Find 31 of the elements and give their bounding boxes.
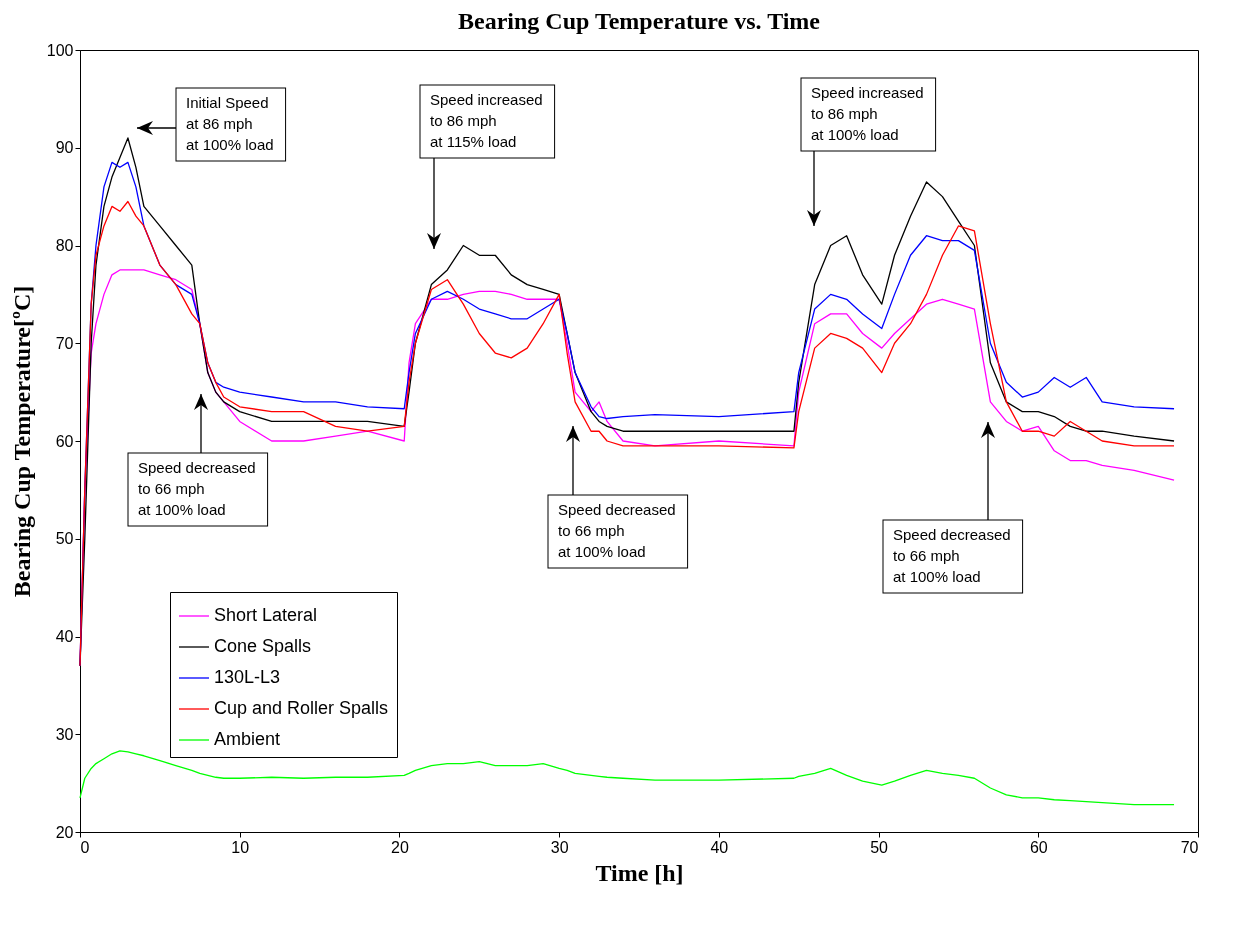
legend-label: Cone Spalls: [214, 636, 312, 656]
annotation: Speed increased to 86 mph at 115% load: [430, 91, 543, 150]
x-tick-label: 60: [1029, 838, 1048, 856]
x-tick-label: 40: [710, 838, 729, 856]
x-tick-label: 10: [231, 838, 250, 856]
x-tick-label: 30: [550, 838, 569, 856]
y-tick-label: 100: [46, 41, 74, 59]
annotation: Initial Speed at 86 mph at 100% load: [186, 94, 274, 153]
y-tick-label: 60: [55, 432, 74, 450]
y-axis-title: Bearing Cup Temperature[ºC]: [8, 285, 35, 598]
x-axis-title: Time [h]: [595, 859, 684, 886]
legend-label: Cup and Roller Spalls: [214, 698, 389, 718]
legend-label: Short Lateral: [214, 605, 318, 625]
annotation: Speed increased to 86 mph at 100% load: [811, 84, 924, 143]
chart-title: Bearing Cup Temperature vs. Time: [457, 8, 821, 34]
y-tick-label: 50: [55, 530, 74, 548]
y-tick-label: 40: [55, 628, 74, 645]
legend-label: Ambient: [214, 729, 281, 749]
x-tick-label: 70: [1180, 838, 1199, 856]
annotation: Speed decreased to 66 mph at 100% load: [558, 501, 676, 560]
x-tick-label: 50: [870, 838, 889, 856]
y-tick-label: 20: [55, 823, 74, 841]
annotation: Speed decreased to 66 mph at 100% load: [893, 526, 1011, 585]
x-tick-label: 0: [80, 838, 90, 856]
y-tick-label: 90: [55, 139, 74, 157]
y-tick-label: 70: [55, 334, 74, 352]
annotation: Speed decreased to 66 mph at 100% load: [138, 459, 256, 518]
y-tick-label: 30: [55, 725, 74, 743]
y-tick-label: 80: [55, 237, 74, 254]
x-tick-label: 20: [391, 838, 409, 856]
legend-label: 130L-L3: [214, 667, 281, 687]
